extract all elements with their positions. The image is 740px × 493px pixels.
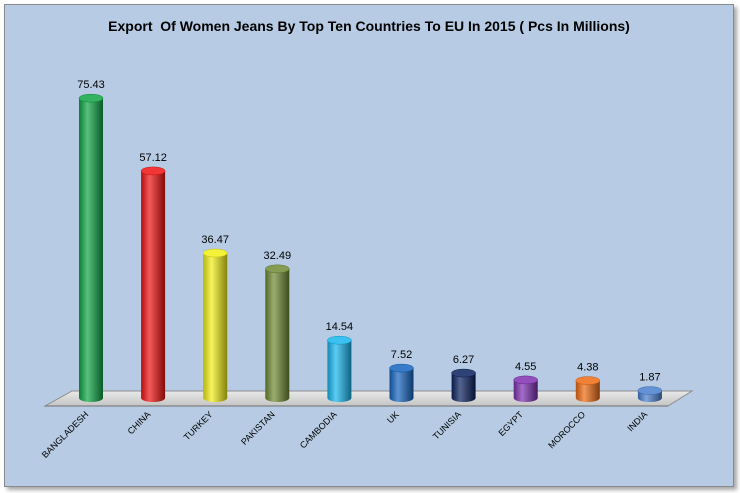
bar-uk [389, 368, 414, 402]
bar-cap-pakistan [265, 264, 290, 274]
chart-plot: 75.43 BANGLADESH 57.12 CHINA 36.47 TURKEY 32.4… [40, 79, 694, 460]
x-tick-label: TUNISIA [431, 409, 463, 441]
data-label: 75.43 [77, 79, 105, 91]
data-label: 36.47 [201, 234, 229, 246]
x-tick-label: MOROCCO [546, 409, 587, 450]
bar-morocco [575, 380, 600, 402]
bar-cap-cambodia [327, 335, 352, 345]
chart-bars [78, 93, 663, 403]
data-label: 1.87 [639, 372, 660, 384]
bar-cap-morocco [575, 376, 601, 385]
x-tick-label: BANGLADESH [40, 409, 91, 460]
x-tick-label: PAKISTAN [239, 409, 277, 447]
x-tick-label: CAMBODIA [298, 409, 339, 450]
data-label: 6.27 [453, 354, 474, 366]
bar-cap-tunisia [451, 368, 476, 378]
bar-egypt [513, 379, 538, 402]
data-label: 32.49 [264, 250, 292, 262]
x-tick-label: INDIA [625, 409, 649, 433]
x-tick-label: CHINA [126, 409, 153, 436]
data-label: 4.55 [515, 361, 536, 373]
chart-frame: Export Of Women Jeans By Top Ten Countri… [4, 4, 734, 487]
chart-title: Export Of Women Jeans By Top Ten Countri… [108, 18, 630, 34]
bar-tunisia [451, 373, 476, 402]
bar-cap-bangladesh [78, 93, 104, 103]
data-label: 4.38 [577, 362, 598, 374]
bar-bangladesh [79, 98, 103, 403]
data-label: 7.52 [391, 349, 412, 361]
x-tick-label: EGYPT [496, 409, 525, 438]
bar-cap-china [140, 166, 166, 176]
bar-cap-india [637, 386, 663, 395]
bar-cap-uk [389, 363, 414, 373]
bar-cambodia [327, 340, 352, 402]
bar-cap-egypt [513, 375, 538, 385]
bar-china [141, 170, 166, 402]
data-label: 14.54 [326, 321, 354, 333]
x-tick-label: TURKEY [182, 409, 215, 442]
bar-cap-turkey [202, 248, 228, 258]
bar-turkey [203, 253, 228, 402]
data-label: 57.12 [139, 152, 167, 164]
x-tick-label: UK [385, 409, 401, 425]
bar-pakistan [265, 268, 290, 402]
